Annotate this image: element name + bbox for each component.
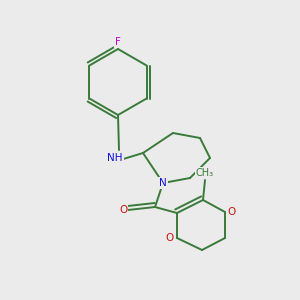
Text: O: O <box>166 233 174 243</box>
Text: CH₃: CH₃ <box>196 168 214 178</box>
Text: O: O <box>228 207 236 217</box>
Text: NH: NH <box>107 153 123 163</box>
Text: F: F <box>115 37 121 47</box>
Text: O: O <box>119 205 127 215</box>
Text: N: N <box>159 178 167 188</box>
